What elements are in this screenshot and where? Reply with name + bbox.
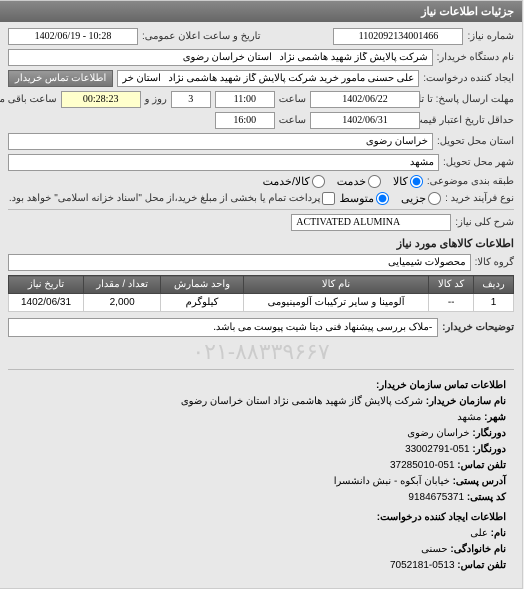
cell-date: 1402/06/31 — [10, 294, 85, 312]
pt-note-option[interactable]: پرداخت تمام یا بخشی از مبلغ خرید،از محل … — [10, 192, 337, 205]
delivery-prov-label: استان محل تحویل: — [438, 136, 515, 147]
cat-goods-radio[interactable] — [411, 175, 424, 188]
days-and-label: روز و — [146, 94, 168, 105]
cell-qty: 2,000 — [85, 294, 162, 312]
prov-value: خراسان رضوی — [408, 428, 470, 439]
form-area: شماره نیاز: تاریخ و ساعت اعلان عمومی: نا… — [1, 22, 523, 588]
deadline-date-input[interactable] — [311, 91, 421, 108]
time-left-input[interactable] — [62, 91, 142, 108]
cat-service-radio[interactable] — [369, 175, 382, 188]
delivery-city-label: شهر محل تحویل: — [444, 157, 515, 168]
need-no-label: شماره نیاز: — [468, 31, 515, 42]
pt-medium-option[interactable]: متوسط — [340, 192, 390, 205]
cat-both-option[interactable]: کالا/خدمت — [264, 175, 326, 188]
cat-goods-label: کالا — [394, 175, 409, 188]
need-no-input[interactable] — [334, 28, 464, 45]
cat-both-label: کالا/خدمت — [264, 175, 311, 188]
col-name: نام کالا — [244, 276, 429, 294]
details-panel: جزئیات اطلاعات نیاز شماره نیاز: تاریخ و … — [0, 0, 524, 589]
items-table: ردیف کد کالا نام کالا واحد شمارش تعداد /… — [9, 275, 515, 312]
postal-label: کد پستی: — [468, 492, 507, 503]
cat-both-radio[interactable] — [313, 175, 326, 188]
announce-label: تاریخ و ساعت اعلان عمومی: — [143, 31, 262, 42]
group-label: گروه کالا: — [476, 257, 515, 268]
need-title-input[interactable] — [292, 214, 452, 231]
fname-value: علی — [471, 528, 489, 539]
delivery-city-input[interactable] — [9, 154, 440, 171]
buyer-org-label: نام دستگاه خریدار: — [438, 52, 515, 63]
watermark-text: ۰۲۱-۸۸۳۳۹۶۶۷ — [9, 339, 515, 365]
cell-row: 1 — [475, 294, 515, 312]
purchase-type-radio-group: جزیی متوسط — [340, 192, 442, 205]
postal-value: 9184675371 — [409, 492, 465, 503]
announce-input[interactable] — [9, 28, 139, 45]
deadline-time-input[interactable] — [216, 91, 276, 108]
requester-input[interactable] — [118, 70, 420, 87]
contact-button[interactable]: اطلاعات تماس خریدار — [9, 70, 114, 87]
delivery-prov-input[interactable] — [9, 133, 434, 150]
org-value: شرکت پالایش گاز شهید هاشمی نژاد استان خر… — [182, 396, 424, 407]
items-section-title: اطلاعات کالاهای مورد نیاز — [9, 237, 515, 250]
cell-unit: کیلوگرم — [162, 294, 245, 312]
separator-2 — [9, 369, 515, 370]
pt-note-label: پرداخت تمام یا بخشی از مبلغ خرید،از محل … — [10, 193, 322, 204]
deadline-label: مهلت ارسال پاسخ: تا تاریخ: — [425, 94, 515, 105]
city-label: شهر: — [485, 412, 507, 423]
validity-date-input[interactable] — [311, 112, 421, 129]
desc-label: توضیحات خریدار: — [443, 322, 515, 333]
panel-title: جزئیات اطلاعات نیاز — [1, 1, 523, 22]
col-row: ردیف — [475, 276, 515, 294]
col-code: کد کالا — [430, 276, 475, 294]
time-label-2: ساعت — [280, 115, 307, 126]
table-header-row: ردیف کد کالا نام کالا واحد شمارش تعداد /… — [10, 276, 515, 294]
time-left-label: ساعت باقی مانده — [0, 94, 58, 105]
cat-goods-option[interactable]: کالا — [394, 175, 424, 188]
city-value: مشهد — [458, 412, 482, 423]
fname-label: نام: — [492, 528, 507, 539]
cat-service-option[interactable]: خدمت — [338, 175, 382, 188]
category-label: طبقه بندی موضوعی: — [428, 176, 515, 187]
col-unit: واحد شمارش — [162, 276, 245, 294]
lname-label: نام خانوادگی: — [451, 544, 507, 555]
pt-small-radio[interactable] — [429, 192, 442, 205]
contact-block: اطلاعات تماس سازمان خریدار: نام سازمان خ… — [9, 374, 515, 582]
addr-value: خیابان آبکوه - نبش دانشسرا — [335, 476, 451, 487]
col-date: تاریخ نیاز — [10, 276, 85, 294]
lname-value: حسنی — [422, 544, 448, 555]
separator-1 — [9, 209, 515, 210]
fax-label: دورنگار: — [473, 444, 507, 455]
addr-label: آدرس پستی: — [454, 476, 507, 487]
desc-text[interactable] — [9, 318, 439, 337]
cat-service-label: خدمت — [338, 175, 367, 188]
requester-label: ایجاد کننده درخواست: — [424, 73, 515, 84]
days-left-input[interactable] — [172, 91, 212, 108]
need-title-label: شرح کلی نیاز: — [456, 217, 515, 228]
creator-section-title: اطلاعات ایجاد کننده درخواست: — [17, 510, 507, 526]
contact-section-title: اطلاعات تماس سازمان خریدار: — [17, 378, 507, 394]
pt-medium-radio[interactable] — [377, 192, 390, 205]
pt-small-option[interactable]: جزیی — [402, 192, 442, 205]
phone-label: تلفن تماس: — [458, 460, 507, 471]
cphone-value: 0513-7052181 — [391, 560, 456, 571]
cell-name: آلومینا و سایر ترکیبات آلومینیومی — [244, 294, 429, 312]
purchase-type-label: نوع فرآیند خرید : — [446, 193, 515, 204]
buyer-org-input[interactable] — [9, 49, 434, 66]
fax-value: 051-33002791 — [406, 444, 471, 455]
group-input[interactable] — [9, 254, 472, 271]
time-label-1: ساعت — [280, 94, 307, 105]
cphone-label: تلفن تماس: — [458, 560, 507, 571]
cell-code: -- — [430, 294, 475, 312]
category-radio-group: کالا خدمت کالا/خدمت — [264, 175, 424, 188]
phone-value: 051-37285010 — [391, 460, 456, 471]
prov-label: دورنگار: — [473, 428, 507, 439]
pt-medium-label: متوسط — [340, 192, 375, 205]
validity-time-input[interactable] — [216, 112, 276, 129]
pt-small-label: جزیی — [402, 192, 427, 205]
table-row: 1--آلومینا و سایر ترکیبات آلومینیومیکیلو… — [10, 294, 515, 312]
pt-note-checkbox[interactable] — [323, 192, 336, 205]
org-label: نام سازمان خریدار: — [427, 396, 507, 407]
validity-label: حداقل تاریخ اعتبار قیمت: تا تاریخ: — [425, 115, 515, 126]
col-qty: تعداد / مقدار — [85, 276, 162, 294]
